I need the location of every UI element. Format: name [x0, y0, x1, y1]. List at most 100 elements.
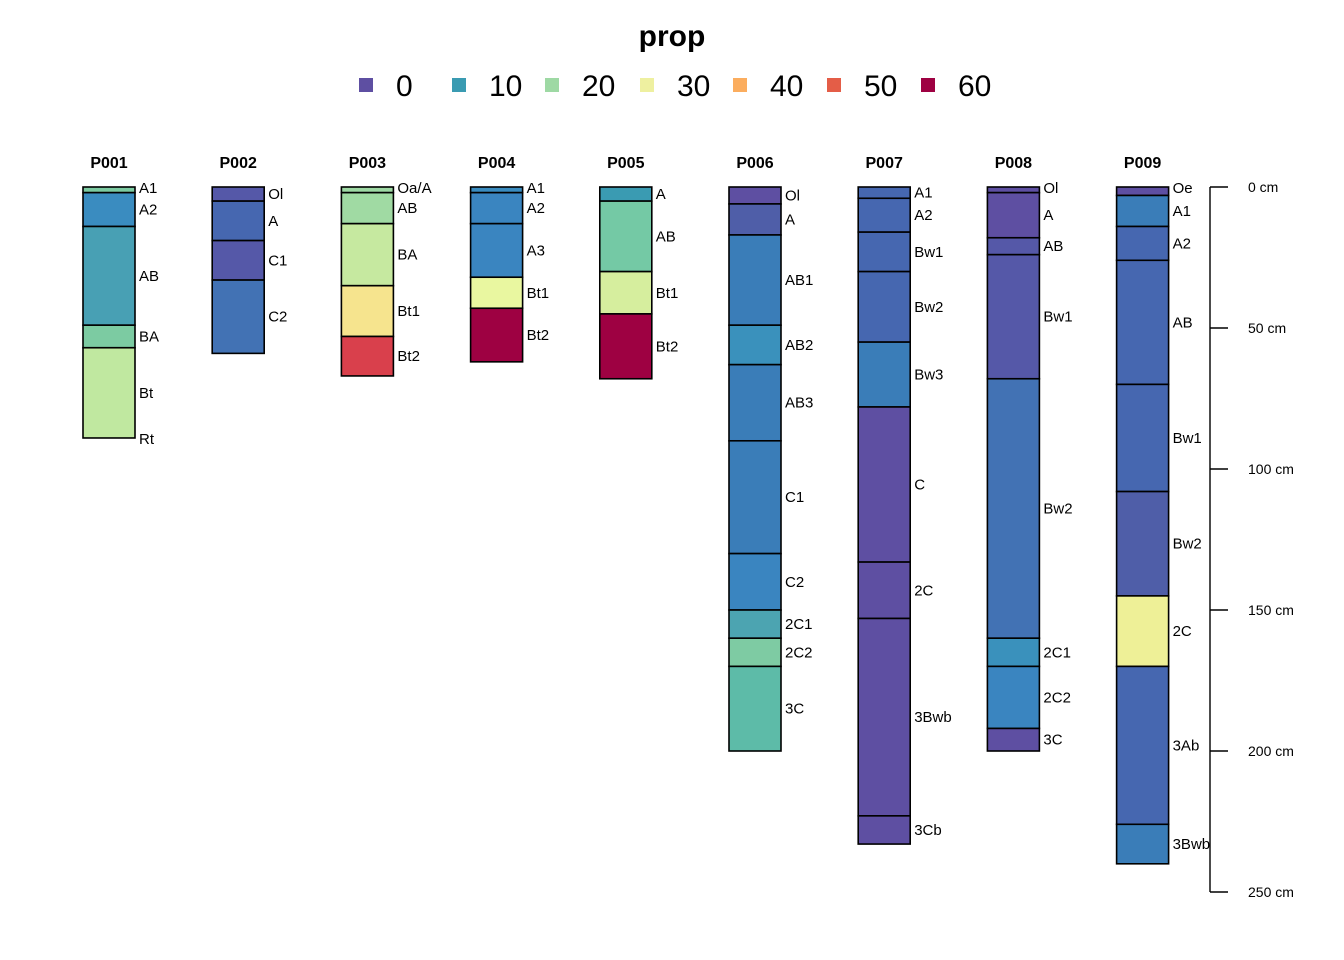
legend-swatch [827, 78, 841, 92]
horizon-label: BA [139, 328, 159, 345]
profile-p003: P003 Oa/A AB BA Bt1 Bt2 [340, 155, 432, 377]
horizon-label: 3Bwb [1173, 836, 1211, 853]
horizon-label: 2C2 [1043, 689, 1071, 706]
horizon-rect [598, 313, 653, 380]
horizon-label: 3C [785, 701, 804, 718]
horizon-rect [986, 191, 1041, 239]
horizon-label: Ol [1043, 180, 1058, 197]
depth-tick-label: 150 cm [1248, 602, 1294, 618]
horizon-rect [82, 225, 136, 326]
horizon-rect [986, 665, 1041, 730]
depth-axis: 0 cm 50 cm 100 cm 150 cm 200 cm 250 cm [1209, 179, 1294, 900]
horizon-rect [211, 279, 265, 355]
horizon-rect [598, 200, 653, 273]
horizon-rect [469, 191, 524, 225]
horizon-label: 2C1 [1043, 644, 1071, 661]
horizon-rect [1115, 665, 1170, 826]
horizon-label: Bt2 [527, 327, 550, 344]
horizon-label: A [268, 213, 278, 230]
horizon-label: C1 [268, 252, 287, 269]
profile-name: P005 [607, 155, 644, 172]
legend-swatch [452, 78, 466, 92]
horizon-label: A [1043, 207, 1053, 224]
horizon-label: A2 [527, 200, 545, 217]
legend-swatch [921, 78, 935, 92]
horizon-label: Bw1 [1043, 309, 1072, 326]
profile-name: P001 [90, 155, 127, 172]
horizon-label: AB [1173, 314, 1193, 331]
horizon-label: AB [397, 200, 417, 217]
profile-p008: P008 Ol A AB Bw1 Bw2 2C1 2C2 3C [986, 155, 1073, 752]
horizon-rect [728, 665, 782, 752]
profile-name: P006 [736, 155, 773, 172]
profile-p002: P002 Ol A C1 C2 [211, 155, 287, 355]
horizon-rect [82, 346, 136, 439]
horizon-rect [986, 236, 1041, 256]
legend-label: 30 [677, 70, 710, 103]
horizon-label: 3C [1043, 732, 1062, 749]
horizon-rect [82, 186, 136, 194]
horizon-rect [857, 406, 912, 563]
profile-p007: P007 A1 A2 Bw1 Bw2 Bw3 C 2C 3Bwb 3Cb [857, 155, 952, 845]
horizon-rect [1115, 383, 1170, 493]
horizon-rect [728, 324, 782, 366]
horizon-rect [857, 561, 912, 620]
chart-title: prop [639, 20, 706, 53]
horizon-label: AB1 [785, 272, 813, 289]
horizon-rect [340, 191, 395, 225]
horizon-rect [340, 284, 395, 338]
profile-p009: P009 Oe A1 A2 AB Bw1 Bw2 2C 3Ab 3Bwb [1115, 155, 1211, 865]
horizon-rect [857, 197, 912, 233]
horizon-rect [728, 234, 782, 326]
legend-label: 10 [489, 70, 522, 103]
horizon-label: 2C2 [785, 644, 813, 661]
depth-tick-label: 200 cm [1248, 743, 1294, 759]
horizon-rect [857, 617, 912, 817]
horizon-label: AB [139, 268, 159, 285]
profile-p004: P004 A1 A2 A3 Bt1 Bt2 [469, 155, 550, 363]
depth-tick-label: 250 cm [1248, 884, 1294, 900]
horizon-label: 2C [914, 582, 933, 599]
horizon-rect [469, 222, 524, 279]
horizon-rect [1115, 194, 1170, 228]
horizon-label: Bw2 [1173, 536, 1202, 553]
horizon-label: AB2 [785, 337, 813, 354]
horizon-rect [211, 200, 265, 242]
legend: 0 10 20 30 40 50 60 [359, 70, 991, 103]
horizon-rect [82, 191, 136, 228]
profile-name: P008 [995, 155, 1032, 172]
horizon-rect [469, 276, 524, 310]
legend-label: 50 [864, 70, 897, 103]
horizon-rect [469, 307, 524, 363]
horizon-rect [728, 552, 782, 611]
horizon-rect [82, 324, 136, 349]
horizon-label: A1 [139, 180, 157, 197]
profile-name: P003 [349, 155, 386, 172]
profile-name: P004 [478, 155, 515, 172]
horizon-label: Bw1 [1173, 430, 1202, 447]
horizon-rect [1115, 595, 1170, 668]
horizon-rect [857, 231, 912, 273]
profile-p005: P005 A AB Bt1 Bt2 [598, 155, 678, 380]
horizon-rect [469, 186, 524, 194]
horizon-label: C2 [268, 309, 287, 326]
profile-p006: P006 Ol A AB1 AB2 AB3 C1 C2 2C1 2C2 3C [728, 155, 813, 752]
horizon-rect [1115, 259, 1170, 386]
depth-tick-label: 50 cm [1248, 320, 1286, 336]
horizon-rect [728, 203, 782, 236]
horizon-rect [986, 377, 1041, 640]
profiles: P001 A1 A2 AB BA Bt Rt P002 Ol A C1 C2 P003 Oa/A AB BA B… [82, 155, 1211, 865]
horizon-label: A2 [914, 207, 932, 224]
horizon-rect [340, 335, 395, 377]
horizon-label: Bt1 [397, 303, 420, 320]
horizon-rect [986, 637, 1041, 668]
horizon-label: A1 [914, 185, 932, 202]
horizon-label: 3Cb [914, 822, 942, 839]
horizon-label: Ol [785, 187, 800, 204]
horizon-label: C2 [785, 574, 804, 591]
depth-tick-label: 100 cm [1248, 461, 1294, 477]
horizon-rect [211, 186, 265, 202]
horizon-label: Bw2 [914, 299, 943, 316]
horizon-label: BA [397, 247, 417, 264]
